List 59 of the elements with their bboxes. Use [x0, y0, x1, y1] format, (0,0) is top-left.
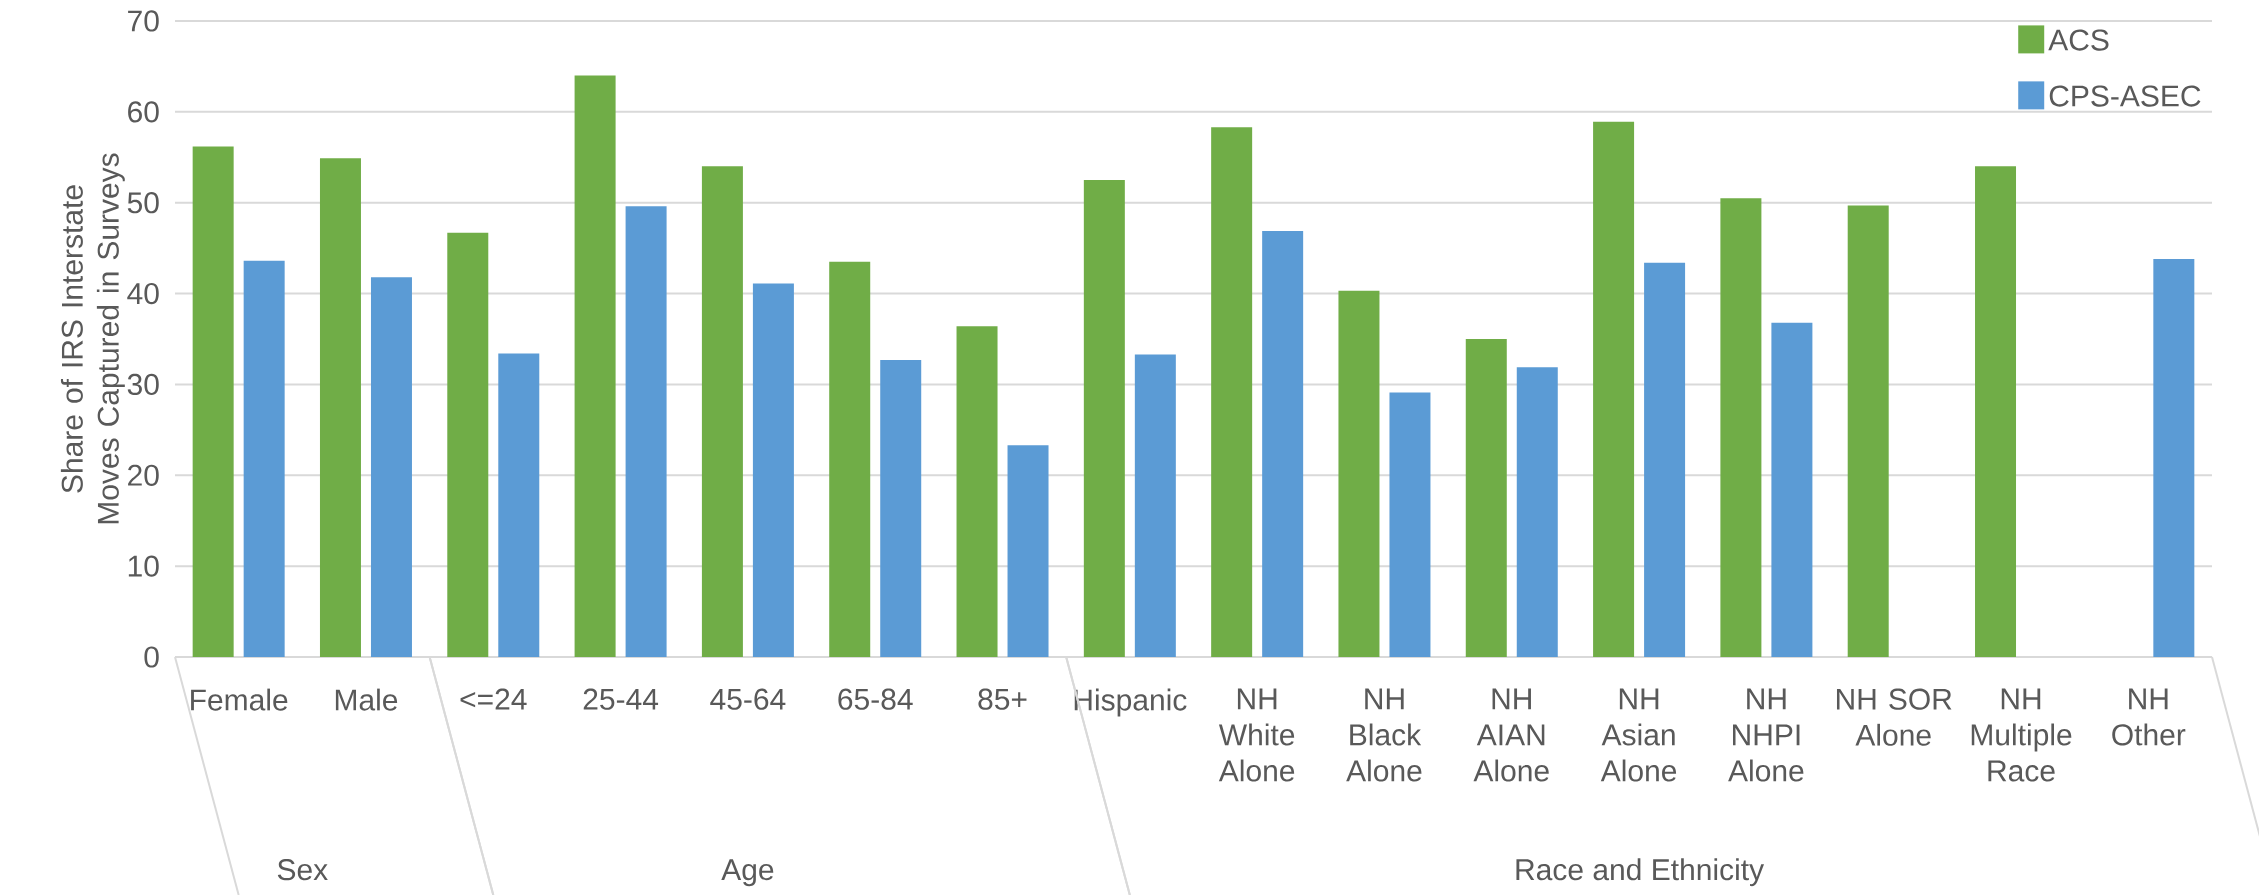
legend-label: CPS-ASEC [2049, 85, 2201, 107]
bar [752, 283, 794, 657]
x-tick-label: NH SOR Alone [1836, 688, 1952, 746]
bar [192, 146, 234, 657]
bar [319, 158, 361, 657]
x-tick-label: 25-44 [583, 688, 659, 710]
bar [370, 277, 412, 657]
x-tick-label: NH Other [2112, 688, 2186, 746]
y-tick-label: 40 [127, 282, 159, 305]
x-tick-label: 65-84 [838, 688, 913, 710]
bar [1007, 445, 1049, 657]
bar [956, 326, 998, 657]
bar [1465, 339, 1507, 657]
x-tick-label: NH Black Alone [1346, 688, 1422, 782]
y-tick-label: 0 [144, 646, 159, 668]
bar [1644, 262, 1686, 657]
bar [829, 261, 871, 657]
bar [1083, 180, 1125, 657]
x-tick-label: NH White Alone [1218, 688, 1295, 782]
bar [1211, 127, 1253, 657]
text: Sex [277, 859, 328, 881]
x-tick-label: NH AIAN Alone [1473, 688, 1549, 782]
y-tick-label: 10 [128, 555, 159, 577]
bar [574, 75, 616, 657]
x-tick-label: 45-64 [710, 688, 786, 710]
bar [701, 166, 743, 657]
bar [1134, 354, 1176, 657]
bar [1847, 205, 1889, 657]
y-tick-label: 30 [127, 373, 159, 396]
x-tick-label: NH Multiple Race [1971, 688, 2072, 782]
bar [1262, 230, 1304, 657]
bar [880, 359, 922, 657]
bar [625, 206, 667, 657]
text: Race and Ethnicity [1516, 858, 1765, 887]
bar [1720, 198, 1762, 657]
y-tick-label: 20 [128, 464, 159, 486]
x-tick-label: NH NHPI Alone [1728, 688, 1804, 782]
bar [447, 232, 489, 657]
y-tick-label: 70 [128, 10, 159, 32]
bar [1338, 290, 1380, 657]
bar [1516, 367, 1558, 657]
bar [1975, 166, 2017, 657]
y-tick-label: 50 [127, 192, 159, 214]
bar [2153, 259, 2195, 657]
x-tick-label: Female [191, 688, 288, 711]
bar [1593, 121, 1635, 657]
y-tick-label: 60 [128, 101, 159, 123]
x-tick-label: <=24 [460, 688, 527, 710]
x-tick-label: NH Asian Alone [1600, 688, 1677, 782]
y-axis-title: Share of IRS Interstate Moves Captured in Surveys [60, 153, 125, 524]
bar [498, 353, 540, 657]
bar [1389, 392, 1431, 657]
x-tick-label: 85+ [978, 688, 1027, 710]
text: Age [721, 859, 774, 887]
legend-label: ACS [2048, 29, 2109, 51]
x-tick-label: Male [335, 688, 398, 711]
bar [1771, 322, 1813, 657]
x-tick-label: Hispanic [1074, 688, 1187, 717]
bar [243, 260, 285, 657]
